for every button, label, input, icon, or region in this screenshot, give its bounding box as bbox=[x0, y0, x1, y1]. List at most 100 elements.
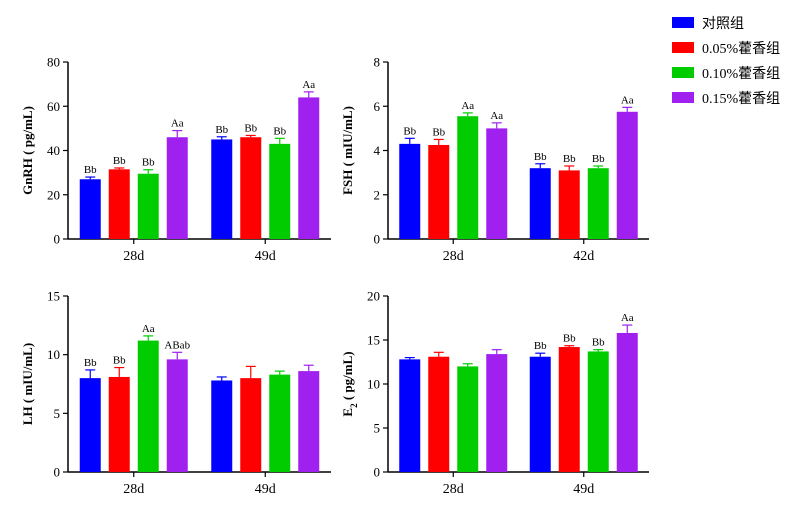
legend-item-015: 0.15%藿香组 bbox=[672, 85, 780, 110]
fsh-bar-1-1 bbox=[558, 170, 580, 239]
gnrh-ytick-label-1: 20 bbox=[47, 187, 60, 202]
lh-ytick-label-0: 0 bbox=[54, 465, 61, 480]
fsh-ytick-label-0: 0 bbox=[374, 232, 381, 247]
lh-bar-1-1 bbox=[240, 378, 262, 472]
gnrh-ytick-label-0: 0 bbox=[54, 232, 61, 247]
fsh-significance-label-1-0: Bb bbox=[534, 151, 547, 163]
fsh-significance-label-0-1: Bb bbox=[432, 126, 445, 138]
fsh-bar-1-3 bbox=[616, 111, 638, 239]
lh-y-axis-label: LH ( mIU/mL) bbox=[20, 343, 35, 425]
e2-bar-0-1 bbox=[428, 356, 450, 472]
fsh-significance-label-0-0: Bb bbox=[403, 125, 416, 137]
gnrh-ytick-label-2: 40 bbox=[47, 143, 60, 158]
lh-bar-0-1 bbox=[108, 376, 130, 472]
lh-ytick-label-1: 5 bbox=[54, 406, 61, 421]
gnrh-bar-0-3 bbox=[166, 137, 188, 239]
legend: 对照组 0.05%藿香组 0.10%藿香组 0.15%藿香组 bbox=[672, 10, 780, 110]
gnrh-y-axis-label: GnRH ( pg/mL) bbox=[20, 106, 35, 195]
legend-swatch-015 bbox=[672, 92, 694, 103]
e2-bar-1-1 bbox=[558, 347, 580, 472]
fsh-bar-0-0 bbox=[399, 143, 421, 239]
e2-significance-label-1-2: Bb bbox=[592, 337, 605, 349]
lh-significance-label-0-2: Aa bbox=[142, 323, 155, 335]
e2-xtick-label-1: 49d bbox=[573, 482, 594, 497]
fsh-y-axis-label: FSH ( mIU/mL) bbox=[340, 106, 355, 195]
lh-ytick-label-2: 10 bbox=[47, 347, 60, 362]
legend-item-control: 对照组 bbox=[672, 10, 780, 35]
gnrh-ytick-label-4: 80 bbox=[47, 55, 60, 70]
gnrh-bar-1-0 bbox=[211, 139, 233, 239]
gnrh-bar-0-0 bbox=[79, 179, 101, 239]
fsh-bar-0-1 bbox=[428, 144, 450, 239]
fsh-ytick-label-1: 2 bbox=[374, 187, 381, 202]
gnrh-xtick-label-0: 28d bbox=[123, 249, 144, 264]
legend-label-010: 0.10%藿香组 bbox=[702, 66, 781, 82]
fsh-significance-label-1-2: Bb bbox=[592, 153, 605, 165]
fsh-ytick-label-4: 8 bbox=[374, 55, 381, 70]
lh-bar-1-3 bbox=[298, 371, 320, 472]
legend-swatch-control bbox=[672, 17, 694, 28]
e2-ytick-label-0: 0 bbox=[374, 465, 381, 480]
legend-label-control: 对照组 bbox=[702, 16, 744, 32]
gnrh-significance-label-1-0: Bb bbox=[215, 124, 228, 136]
gnrh-significance-label-0-2: Bb bbox=[142, 157, 155, 169]
gnrh-bar-1-1 bbox=[240, 137, 262, 239]
fsh-significance-label-1-3: Aa bbox=[621, 94, 634, 106]
lh-bar-1-2 bbox=[269, 374, 291, 472]
e2-ytick-label-1: 5 bbox=[374, 421, 381, 436]
fsh-bar-0-2 bbox=[457, 116, 479, 239]
e2-ytick-label-4: 20 bbox=[367, 289, 380, 304]
lh-xtick-label-0: 28d bbox=[123, 482, 144, 497]
lh-significance-label-0-0: Bb bbox=[84, 357, 97, 369]
fsh-bar-0-3 bbox=[486, 128, 508, 239]
e2-bar-1-2 bbox=[587, 351, 609, 472]
e2-ytick-label-3: 15 bbox=[367, 333, 380, 348]
e2-significance-label-1-1: Bb bbox=[563, 333, 576, 345]
gnrh-significance-label-0-3: Aa bbox=[171, 118, 184, 130]
lh-significance-label-0-1: Bb bbox=[113, 355, 126, 367]
legend-label-005: 0.05%藿香组 bbox=[702, 41, 781, 57]
gnrh-significance-label-1-1: Bb bbox=[244, 122, 257, 134]
e2-y-axis-label: E2 ( pg/mL) bbox=[340, 351, 359, 416]
lh-xtick-label-1: 49d bbox=[255, 482, 276, 497]
fsh-bar-1-2 bbox=[587, 168, 609, 239]
fsh-significance-label-0-3: Aa bbox=[490, 110, 503, 122]
gnrh-significance-label-0-0: Bb bbox=[84, 164, 97, 176]
fsh-ytick-label-3: 6 bbox=[374, 99, 381, 114]
legend-label-015: 0.15%藿香组 bbox=[702, 91, 781, 107]
gnrh-significance-label-1-2: Bb bbox=[273, 125, 286, 137]
fsh-bar-1-0 bbox=[529, 168, 551, 239]
gnrh-bar-0-2 bbox=[137, 173, 159, 239]
e2-xtick-label-0: 28d bbox=[443, 482, 464, 497]
e2-bar-1-0 bbox=[529, 356, 551, 472]
e2-significance-label-1-0: Bb bbox=[534, 340, 547, 352]
gnrh-bar-1-3 bbox=[298, 97, 320, 240]
e2-bar-0-0 bbox=[399, 359, 421, 472]
gnrh-bar-0-1 bbox=[108, 169, 130, 239]
legend-swatch-005 bbox=[672, 42, 694, 53]
fsh-significance-label-1-1: Bb bbox=[563, 153, 576, 165]
gnrh-bar-1-2 bbox=[269, 143, 291, 239]
lh-bar-0-2 bbox=[137, 340, 159, 472]
lh-bar-1-0 bbox=[211, 380, 233, 472]
e2-bar-1-3 bbox=[616, 332, 638, 472]
e2-bar-0-2 bbox=[457, 366, 479, 472]
lh-significance-label-0-3: ABab bbox=[164, 339, 190, 351]
gnrh-xtick-label-1: 49d bbox=[255, 249, 276, 264]
fsh-significance-label-0-2: Aa bbox=[461, 100, 474, 112]
fsh-xtick-label-1: 42d bbox=[573, 249, 594, 264]
legend-swatch-010 bbox=[672, 67, 694, 78]
e2-significance-label-1-3: Aa bbox=[621, 312, 634, 324]
e2-ytick-label-2: 10 bbox=[367, 377, 380, 392]
e2-bar-0-3 bbox=[486, 354, 508, 472]
lh-bar-0-3 bbox=[166, 359, 188, 472]
fsh-ytick-label-2: 4 bbox=[374, 143, 381, 158]
legend-item-005: 0.05%藿香组 bbox=[672, 35, 780, 60]
lh-bar-0-0 bbox=[79, 378, 101, 472]
gnrh-significance-label-0-1: Bb bbox=[113, 155, 126, 167]
gnrh-ytick-label-3: 60 bbox=[47, 99, 60, 114]
gnrh-significance-label-1-3: Aa bbox=[302, 79, 315, 91]
fsh-xtick-label-0: 28d bbox=[443, 249, 464, 264]
legend-item-010: 0.10%藿香组 bbox=[672, 60, 780, 85]
